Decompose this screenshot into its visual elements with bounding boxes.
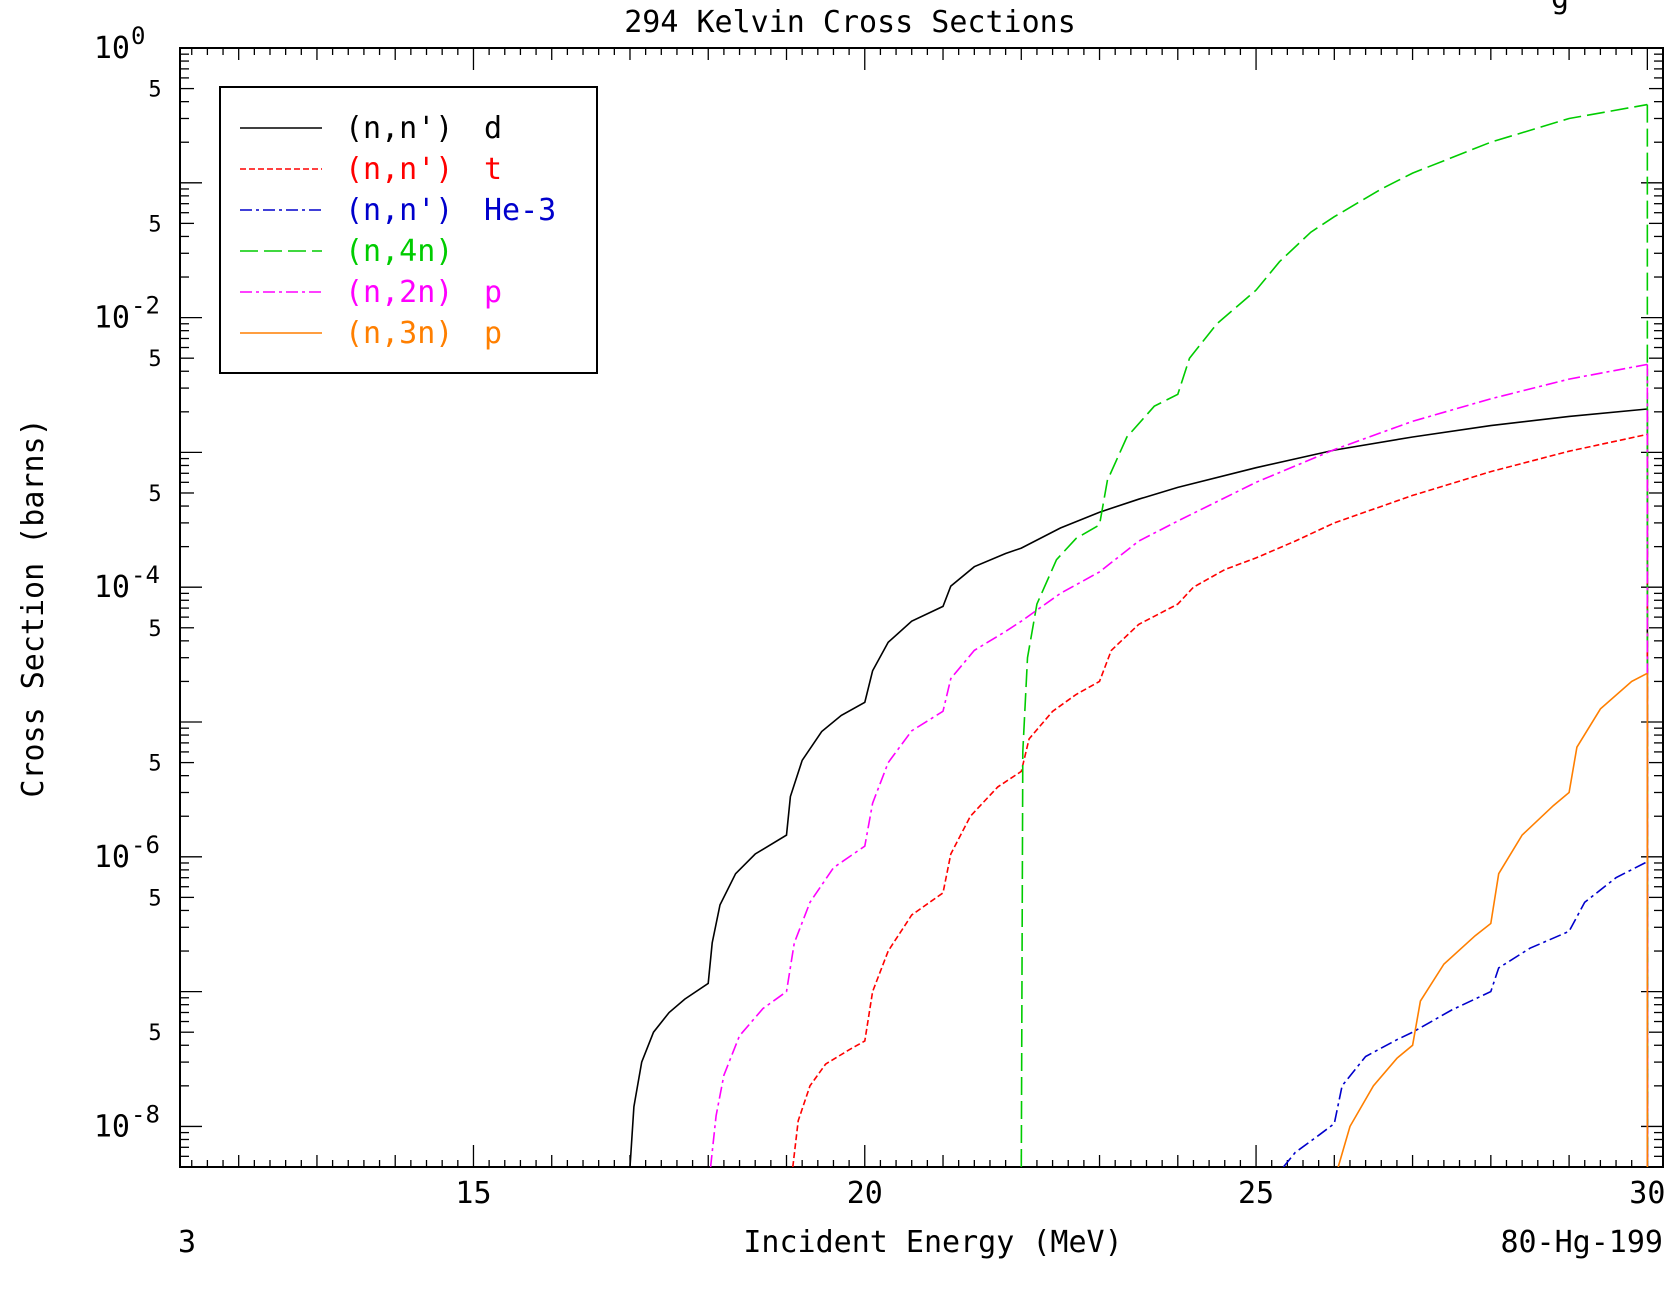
y-axis-label: Cross Section (barns): [16, 418, 51, 797]
series-line-2: [1282, 860, 1648, 1167]
legend-box: [219, 86, 598, 374]
y-five-label: 5: [148, 347, 161, 372]
series-line-3: [1020, 103, 1648, 1167]
legend-label: (n,n'): [345, 193, 453, 228]
legend-label-product: p: [484, 275, 502, 310]
y-tick-label: 10: [94, 570, 130, 605]
y-five-label: 5: [148, 78, 161, 103]
series-line-1: [792, 433, 1648, 1167]
y-five-label: 5: [148, 752, 161, 777]
x-axis-label: Incident Energy (MeV): [743, 1225, 1122, 1260]
y-tick-exponent: -2: [131, 292, 160, 320]
corner-left-label: 3: [178, 1225, 196, 1260]
legend-label: (n,4n): [345, 234, 453, 269]
legend-label: (n,3n): [345, 316, 453, 351]
y-tick-exponent: -8: [131, 1100, 160, 1128]
corner-right-label: 80-Hg-199: [1500, 1225, 1663, 1260]
y-tick-exponent: 0: [131, 22, 145, 50]
series-line-5: [1337, 672, 1648, 1167]
y-five-label: 5: [148, 212, 161, 237]
series-line-4: [709, 363, 1648, 1167]
chart-title: 294 Kelvin Cross Sections: [624, 5, 1076, 40]
series-group: [629, 103, 1649, 1167]
series-line-0: [629, 408, 1648, 1167]
y-tick-exponent: -4: [131, 561, 160, 589]
x-tick-label: 20: [847, 1176, 883, 1211]
y-five-label: 5: [148, 482, 161, 507]
y-tick-label: 10: [94, 31, 130, 66]
y-five-label: 5: [148, 1021, 161, 1046]
y-five-label: 5: [148, 886, 161, 911]
y-five-label: 5: [148, 617, 161, 642]
x-tick-label: 25: [1238, 1176, 1274, 1211]
x-tick-label: 15: [455, 1176, 491, 1211]
legend-label-product: t: [484, 152, 502, 187]
y-tick-exponent: -6: [131, 831, 160, 859]
chart-title-suffix: g: [1551, 0, 1569, 16]
legend-label-product: He-3: [484, 193, 556, 228]
y-tick-label: 10: [94, 1109, 130, 1144]
x-tick-label: 30: [1629, 1176, 1665, 1211]
legend-label: (n,2n): [345, 275, 453, 310]
legend-label: (n,n'): [345, 152, 453, 187]
y-tick-label: 10: [94, 840, 130, 875]
y-tick-label: 10: [94, 301, 130, 336]
legend-label-product: p: [484, 316, 502, 351]
legend-label: (n,n'): [345, 111, 453, 146]
legend-label-product: d: [484, 111, 502, 146]
